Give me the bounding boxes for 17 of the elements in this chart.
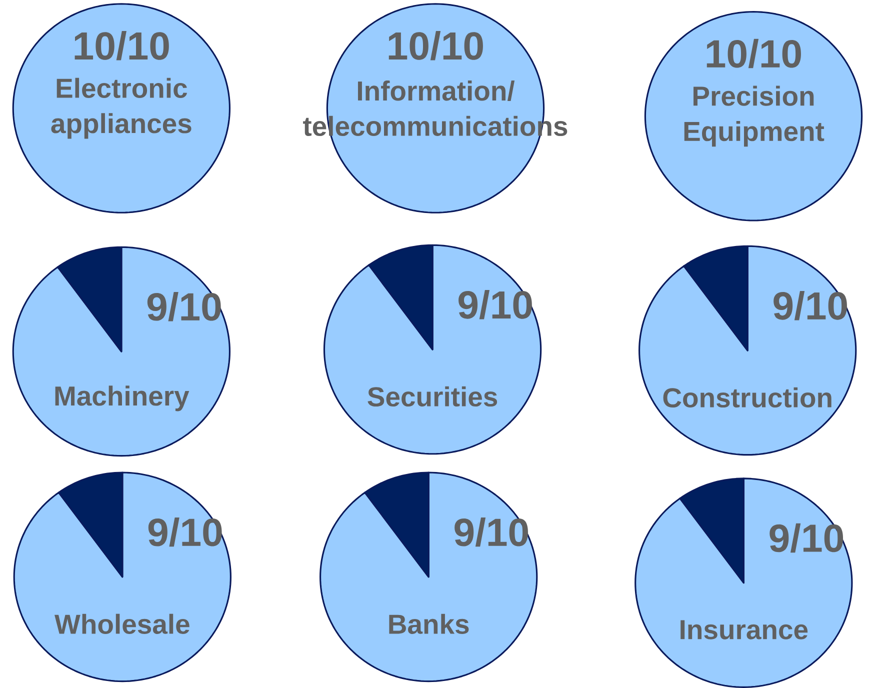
text: 10/10 [388, 31, 483, 60]
text: 9/10 [147, 292, 221, 322]
text: Securities [368, 386, 498, 407]
text: 9/10 [454, 517, 528, 547]
text: 10/10 [706, 38, 801, 68]
text: 9/10 [774, 291, 847, 320]
text: Precision Equipment [684, 86, 824, 147]
text: 9/10 [770, 523, 844, 553]
text: Machinery [55, 386, 190, 412]
text: 9/10 [148, 517, 222, 547]
text: Wholesale [54, 614, 190, 634]
text: Construction [663, 387, 832, 408]
text: 10/10 [74, 31, 169, 60]
text: Insurance [680, 620, 808, 640]
text: 9/10 [458, 290, 532, 320]
text: Banks [389, 614, 469, 634]
text: Electronic appliances [51, 78, 192, 139]
